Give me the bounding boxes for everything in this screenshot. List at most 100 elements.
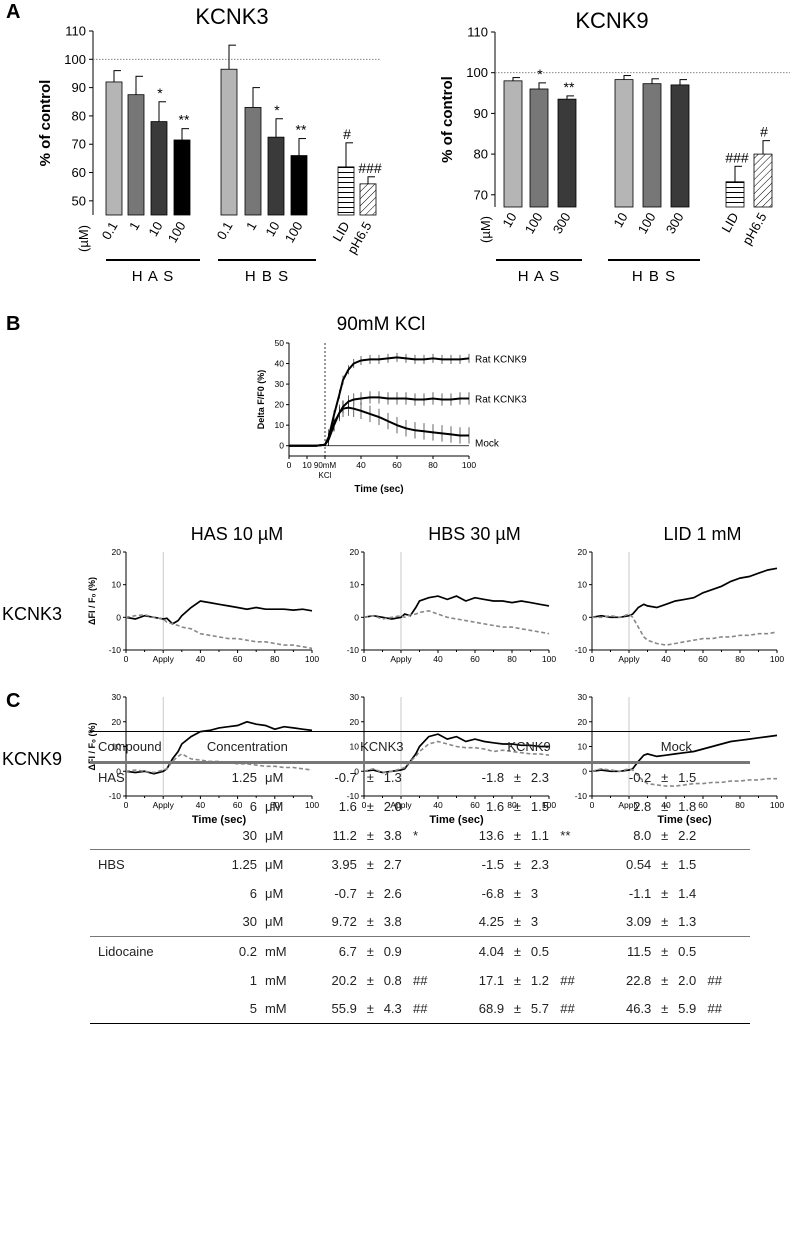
cell-plus-minus: ± (661, 798, 669, 814)
cell-kcnk3-significance (413, 879, 455, 908)
header-kcnk9: KCNK9 (507, 738, 551, 754)
y-tick-label: -10 (109, 791, 122, 801)
cell-kcnk3-mean: 20.2 (331, 972, 357, 988)
y-tick-label: 80 (474, 147, 488, 162)
y-tick-label: 50 (72, 193, 86, 208)
cell-kcnk9-mean: 68.9 (478, 1001, 505, 1017)
cell-compound (90, 966, 187, 995)
significance-mark: # (760, 124, 768, 140)
table-row: 5 mM 55.9 ±4.3 ## 68.9 ±5.7 ## 46.3 ±5.9 ## (90, 994, 750, 1024)
y-tick-label: 20 (578, 547, 588, 557)
cell-unit: μM (264, 770, 284, 786)
cell-plus-minus: ± (366, 770, 374, 786)
cell-kcnk9-mean: 13.6 (478, 827, 505, 843)
y-tick-label: 70 (72, 137, 86, 152)
x-tick-label: 60 (698, 800, 708, 810)
table-row: 6 μM -0.7 ±2.6 -6.8 ±3 -1.1 ±1.4 (90, 879, 750, 908)
cell-kcnk9-significance (560, 908, 602, 937)
cell-kcnk3-mean: 9.72 (331, 914, 357, 930)
cell-mock-mean: 2.8 (633, 798, 652, 814)
cell-kcnk9-significance (560, 879, 602, 908)
x-tick-label: 1 (243, 219, 260, 233)
cell-mock-sd: 1.3 (678, 914, 697, 930)
cell-mock-mean: 46.3 (625, 1001, 652, 1017)
group-label: H A S (132, 268, 175, 285)
cell-kcnk9-sd: 5.7 (530, 1001, 549, 1017)
cell-mock-mean: 11.5 (626, 943, 652, 959)
cell-kcnk9-significance (560, 937, 602, 966)
header-compound: Compound (98, 738, 162, 754)
series-label: Mock (475, 438, 500, 449)
y-tick-label: 0 (582, 612, 587, 622)
y-tick-label: 60 (72, 165, 86, 180)
cell-plus-minus: ± (366, 885, 374, 901)
trace-dashed (592, 613, 778, 646)
cell-mock-mean: 3.09 (625, 914, 652, 930)
cell-plus-minus: ± (366, 914, 374, 930)
y-tick-label: 20 (275, 400, 285, 410)
header-mock: Mock (660, 738, 692, 754)
cell-mock-significance (708, 879, 751, 908)
cell-kcnk3-sd: 2.7 (383, 857, 402, 873)
cell-mock-mean: -0.2 (628, 770, 652, 786)
cell-kcnk3-sd: 2.0 (383, 798, 402, 814)
x-tick-label: pH6.5 (739, 210, 769, 248)
cell-mock-significance: ## (707, 1001, 722, 1017)
cell-unit: μM (264, 885, 284, 901)
trace-dashed (363, 609, 550, 635)
y-axis-label: ΔFI / F₀ (%) (87, 577, 97, 625)
y-tick-label: 100 (64, 52, 86, 67)
bar (105, 81, 123, 216)
panel-label-b: B (6, 313, 20, 335)
x-tick-label: 40 (433, 800, 443, 810)
cell-kcnk3-sd: 4.3 (383, 1001, 402, 1017)
cell-compound: HBS (98, 857, 125, 873)
x-tick-label: 10 (499, 210, 519, 230)
x-tick-label: 40 (661, 800, 671, 810)
cell-plus-minus: ± (661, 857, 669, 873)
y-tick-label: 20 (112, 547, 122, 557)
cell-kcnk3-significance: * (413, 827, 419, 843)
x-tick-label: 100 (165, 219, 189, 245)
cell-kcnk3-sd: 2.6 (383, 885, 402, 901)
y-tick-label: 40 (275, 359, 285, 369)
y-axis-label: % of control (37, 80, 54, 167)
cell-mock-sd: 2.2 (678, 827, 697, 843)
chart-a-kcnk9: KCNK9 70 80 90 100 110 % of control 10 * 100 ** 300… (439, 8, 790, 285)
significance-mark: # (343, 126, 351, 142)
x-tick-label: 0 (124, 800, 129, 810)
chart-title: 90mM KCl (337, 314, 426, 335)
series-line (289, 406, 469, 447)
y-axis-label: % of control (439, 76, 456, 163)
cell-mock-significance (708, 908, 751, 937)
x-tick-label: 100 (635, 210, 659, 236)
table-row: 30 μM 9.72 ±3.8 4.25 ±3 3.09 ±1.3 (90, 908, 750, 937)
cell-mock-mean: 8.0 (633, 827, 652, 843)
y-tick-label: -10 (347, 791, 360, 801)
x-tick-label: 100 (462, 460, 476, 470)
group-label: H B S (245, 268, 289, 285)
trace-dashed (591, 767, 777, 787)
x-tick-label: 60 (233, 800, 243, 810)
trace-dashed (363, 740, 550, 774)
cell-plus-minus: ± (661, 885, 669, 901)
bar (244, 107, 262, 216)
x-tick-label: Apply (390, 654, 412, 664)
cell-mock-significance (708, 821, 751, 850)
cell-plus-minus: ± (366, 1001, 374, 1017)
series-label: Rat KCNK3 (475, 394, 527, 405)
cell-kcnk3-significance (413, 792, 455, 821)
y-tick-label: 30 (112, 692, 122, 702)
y-tick-label: 10 (275, 420, 285, 430)
table-header-row: Compound Concentration KCNK3 KCNK9 Mock (90, 731, 750, 763)
cell-kcnk3-significance: ## (413, 972, 428, 988)
significance-mark: ** (296, 122, 307, 138)
cell-unit: μM (264, 914, 284, 930)
cell-kcnk3-significance: ## (413, 1001, 428, 1017)
chart-title: LID 1 mM (663, 524, 741, 544)
cell-unit: mM (264, 943, 287, 959)
row-label: KCNK3 (2, 604, 62, 624)
